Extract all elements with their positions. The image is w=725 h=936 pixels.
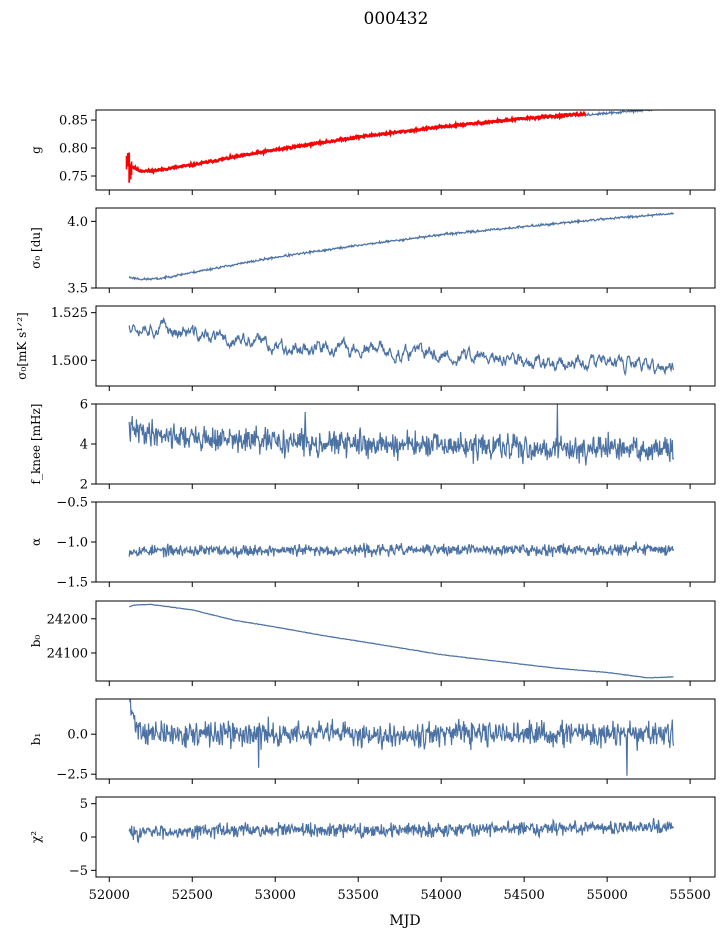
y-axis-label-sigma0t: σ₀[mK s¹ᐟ²] [15, 312, 29, 379]
series-line-b0 [129, 603, 674, 679]
x-tick-label-6: 55000 [586, 888, 627, 903]
series-line-alpha [128, 541, 675, 559]
x-tick-label-5: 54500 [503, 888, 544, 903]
y-tick-label-chi2-2: 5 [80, 797, 88, 812]
y-tick-label-fknee-1: 4 [80, 438, 88, 453]
y-tick-label-b0-0: 24100 [47, 646, 88, 661]
y-tick-label-alpha-2: −0.5 [56, 496, 88, 511]
y-axis-label-sigma0: σ₀ [du] [29, 227, 43, 269]
x-tick-label-7: 55500 [669, 888, 710, 903]
y-tick-label-b0-1: 24200 [47, 612, 88, 627]
y-tick-label-b1-1: 0.0 [67, 728, 88, 743]
y-tick-label-sigma0t-0: 1.500 [51, 354, 88, 369]
y-tick-label-fknee-0: 2 [80, 478, 88, 493]
axes-frame-b1 [95, 698, 716, 780]
y-tick-label-fknee-2: 6 [80, 398, 88, 413]
axes-frame-alpha [95, 501, 716, 583]
y-tick-label-g-0: 0.75 [59, 170, 88, 185]
figure-title: 000432 [364, 9, 429, 29]
x-tick-label-2: 53000 [255, 888, 296, 903]
x-tick-label-4: 54000 [420, 888, 461, 903]
series-line-sigma0t [128, 316, 675, 377]
axes-frame-b0 [95, 600, 716, 682]
y-axis-label-alpha: α [29, 538, 43, 546]
y-axis-label-b0: b₀ [29, 635, 43, 648]
y-tick-label-sigma0-0: 3.5 [67, 282, 88, 297]
y-axis-label-chi2: χ² [29, 831, 43, 843]
panel-sigma0: 3.5 4.0 σ₀ [du] [29, 207, 716, 297]
series-line-g-red [128, 110, 587, 175]
y-tick-label-chi2-0: −5 [69, 864, 88, 879]
panel-alpha: −1.5 −1.0 −0.5 α [29, 496, 716, 591]
panel-b1: −2.5 0.0 b₁ [29, 698, 716, 784]
y-tick-label-g-1: 0.80 [59, 142, 88, 157]
y-tick-label-sigma0t-1: 1.525 [51, 306, 88, 321]
y-axis-label-g: g [29, 146, 43, 154]
y-axis-label-fknee: f_knee [mHz] [29, 404, 43, 485]
series-line-sigma0 [128, 211, 675, 282]
y-tick-label-b1-0: −2.5 [56, 768, 88, 783]
y-tick-label-sigma0-1: 4.0 [67, 215, 88, 230]
panel-sigma0t: 1.500 1.525 σ₀[mK s¹ᐟ²] [15, 305, 716, 391]
axes-frame-sigma0t [95, 305, 716, 387]
series-line-g [128, 110, 673, 175]
axes-frame-chi2 [95, 796, 716, 878]
series-line-chi2 [128, 817, 675, 844]
series-line-b1 [128, 699, 675, 776]
panel-b0: 24100 24200 b₀ [29, 600, 716, 686]
x-axis-label: MJD [389, 913, 420, 929]
x-tick-label-3: 53500 [338, 888, 379, 903]
panel-chi2: −5 0 5 52000 52500 53000 53500 54000 54500 55000 5… [29, 796, 716, 903]
y-axis-label-b1: b₁ [29, 733, 43, 746]
y-tick-label-alpha-0: −1.5 [56, 576, 88, 591]
axes-frame-sigma0 [95, 207, 716, 289]
panel-fknee: 2 4 6 f_knee [mHz] [29, 398, 716, 493]
x-tick-label-0: 52000 [89, 888, 130, 903]
y-tick-label-alpha-1: −1.0 [56, 536, 88, 551]
axes-frame-g [95, 109, 716, 191]
y-tick-label-g-2: 0.85 [59, 114, 88, 129]
panel-g: 0.75 0.80 0.85 g [29, 109, 716, 195]
panels: 0.75 0.80 0.85 g 3.5 4.0 σ₀ [du] 1.500 1.525 σ₀[m… [15, 109, 716, 903]
series-line-fknee [128, 404, 675, 466]
x-tick-label-1: 52500 [172, 888, 213, 903]
y-tick-label-chi2-1: 0 [80, 831, 88, 846]
